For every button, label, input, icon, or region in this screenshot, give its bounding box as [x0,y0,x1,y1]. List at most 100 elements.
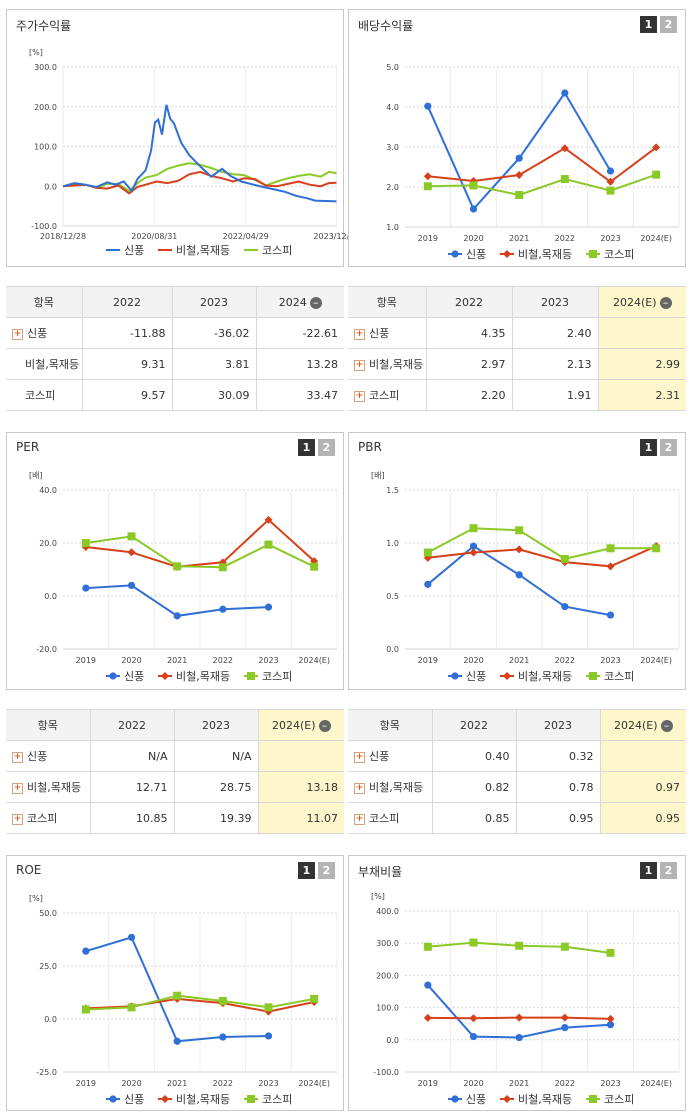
x-tick-label: 2022 [213,656,233,665]
data-point [81,1005,90,1014]
y-tick-label: 100.0 [376,1004,399,1013]
minus-icon[interactable]: – [659,296,672,309]
data-point [503,250,511,258]
table-cell: 2.40 [511,317,599,349]
x-tick-label: 2023/12/28 [313,232,359,241]
pager-button-2[interactable]: 2 [660,16,677,33]
row-label: + 신풍 [6,317,83,349]
data-point [109,672,117,680]
dividend-yield-table: 항목 2022 2023 2024(E) – + 신풍 4.35 2.40 + 비철,… [348,286,686,411]
pager-button-1[interactable]: 1 [640,16,657,33]
data-point [127,1003,136,1012]
plus-icon[interactable]: + [12,813,23,825]
plus-icon[interactable]: + [354,813,365,825]
pager-button-1[interactable]: 1 [640,862,657,879]
plus-icon[interactable]: + [354,751,365,763]
y-tick-label: -25.0 [36,1068,57,1077]
data-point [264,603,273,611]
data-point [219,1033,227,1041]
data-point [451,1095,459,1103]
pager-button-1[interactable]: 1 [640,439,657,456]
table-cell: 9.57 [81,379,173,411]
per-chart: 40.0 20.0 0.0 -20.0 [배] 2019 2020 2021 2022 2023 2… [29,471,338,683]
table-cell: 0.78 [515,771,601,803]
table-cell: 13.28 [255,348,344,380]
minus-icon[interactable]: – [309,296,322,309]
roe-panel: ROE 1 2 50.0 25.0 0.0 -25.0 [%] 2019 2020 2021 2… [6,855,344,1111]
x-tick-label: 2021 [509,234,529,243]
pbr-panel: PBR 1 2 1.5 1.0 0.5 0.0 [배] 2019 2020 2021 2022 2… [348,432,686,690]
series-line [85,518,315,568]
plus-icon[interactable]: + [354,328,365,340]
table-cell: 2.99 [597,348,686,380]
data-point [469,542,478,550]
y-unit-label: [%] [29,894,43,903]
pager-button-2[interactable]: 2 [660,862,677,879]
pager-button-2[interactable]: 2 [318,862,335,879]
table-cell: 33.47 [255,379,344,411]
series-line [62,104,337,203]
data-point [451,250,459,258]
chart-pager: 1 2 [640,439,677,456]
table-cell: 1.91 [511,379,599,411]
plus-icon[interactable]: + [354,782,365,794]
header-col-toggle[interactable]: 2024– [255,286,344,318]
legend-label: 비철,목재등 [518,1093,572,1106]
header-col: 2023 [515,709,601,741]
data-point [515,171,524,179]
plus-icon[interactable]: + [354,359,365,371]
per-panel: PER 1 2 40.0 20.0 0.0 -20.0 [배] 2019 2020 2021 2… [6,432,344,690]
data-point [264,515,273,524]
table-row: + 신풍 -11.88 -36.02 -22.61 [6,317,344,349]
pager-button-2[interactable]: 2 [660,439,677,456]
table-cell: 4.35 [425,317,513,349]
header-col: 2024(E) [271,718,316,732]
pager-button-1[interactable]: 1 [298,862,315,879]
data-point [503,1095,511,1103]
series-line [85,535,315,569]
data-point [423,942,432,951]
header-col-toggle[interactable]: 2024(E) – [257,709,344,741]
data-point [515,154,523,162]
minus-icon[interactable]: – [660,719,673,732]
plus-icon[interactable]: + [12,751,23,763]
data-point [606,948,615,957]
y-tick-label: -20.0 [36,645,57,654]
row-label-text: 비철,목재등 [25,358,80,371]
y-tick-label: 1.0 [386,539,399,548]
debt-ratio-chart: 400.0 300.0 200.0 100.0 0.0 -100.0 [%] 2019 2020… [371,892,680,1106]
stock-return-chart: 300.0 200.0 100.0 0.0 -100.0 [%] 2018/12/28 202… [29,48,360,257]
minus-icon[interactable]: – [318,719,331,732]
series-line [427,146,657,184]
header-col-toggle[interactable]: 2024(E) – [597,286,686,318]
header-col: 2024(E) [613,718,658,732]
y-tick-label: 200.0 [376,971,399,980]
y-tick-label: 50.0 [39,909,57,918]
row-label-text: 비철,목재등 [27,781,82,794]
pager-button-1[interactable]: 1 [298,439,315,456]
pager-button-2[interactable]: 2 [318,439,335,456]
y-unit-label: [배] [29,471,43,480]
pbr-table: 항목 2022 2023 2024(E) – + 신풍 0.40 0.32 + 비철,… [348,709,686,834]
roe-chart: 50.0 25.0 0.0 -25.0 [%] 2019 2020 2021 2022 2023 2… [29,894,338,1106]
row-label-text: 신풍 [369,327,390,340]
data-point [82,947,90,955]
x-tick-label: 2020 [463,234,483,243]
header-item: 항목 [348,286,427,318]
plus-icon[interactable]: + [12,328,23,340]
stock-return-table: 항목 2022 2023 2024– + 신풍 -11.88 -36.02 -22… [6,286,344,411]
data-point [561,1023,569,1032]
stock-return-panel: 주가수익률 300.0 200.0 100.0 0.0 -100.0 [%] 2018/12… [6,9,360,267]
series-line [62,162,337,193]
data-point [515,1033,523,1042]
data-point [469,938,478,947]
plus-icon[interactable]: + [354,390,365,402]
header-col-toggle[interactable]: 2024(E) – [599,709,686,741]
plus-icon[interactable]: + [12,782,23,794]
data-point [247,1095,255,1103]
panel-header: PER 1 2 [7,433,343,461]
panel-header: 부채비율 1 2 [349,856,685,884]
data-point [82,584,90,592]
data-point [503,672,511,680]
table-cell: 2.20 [425,379,513,411]
